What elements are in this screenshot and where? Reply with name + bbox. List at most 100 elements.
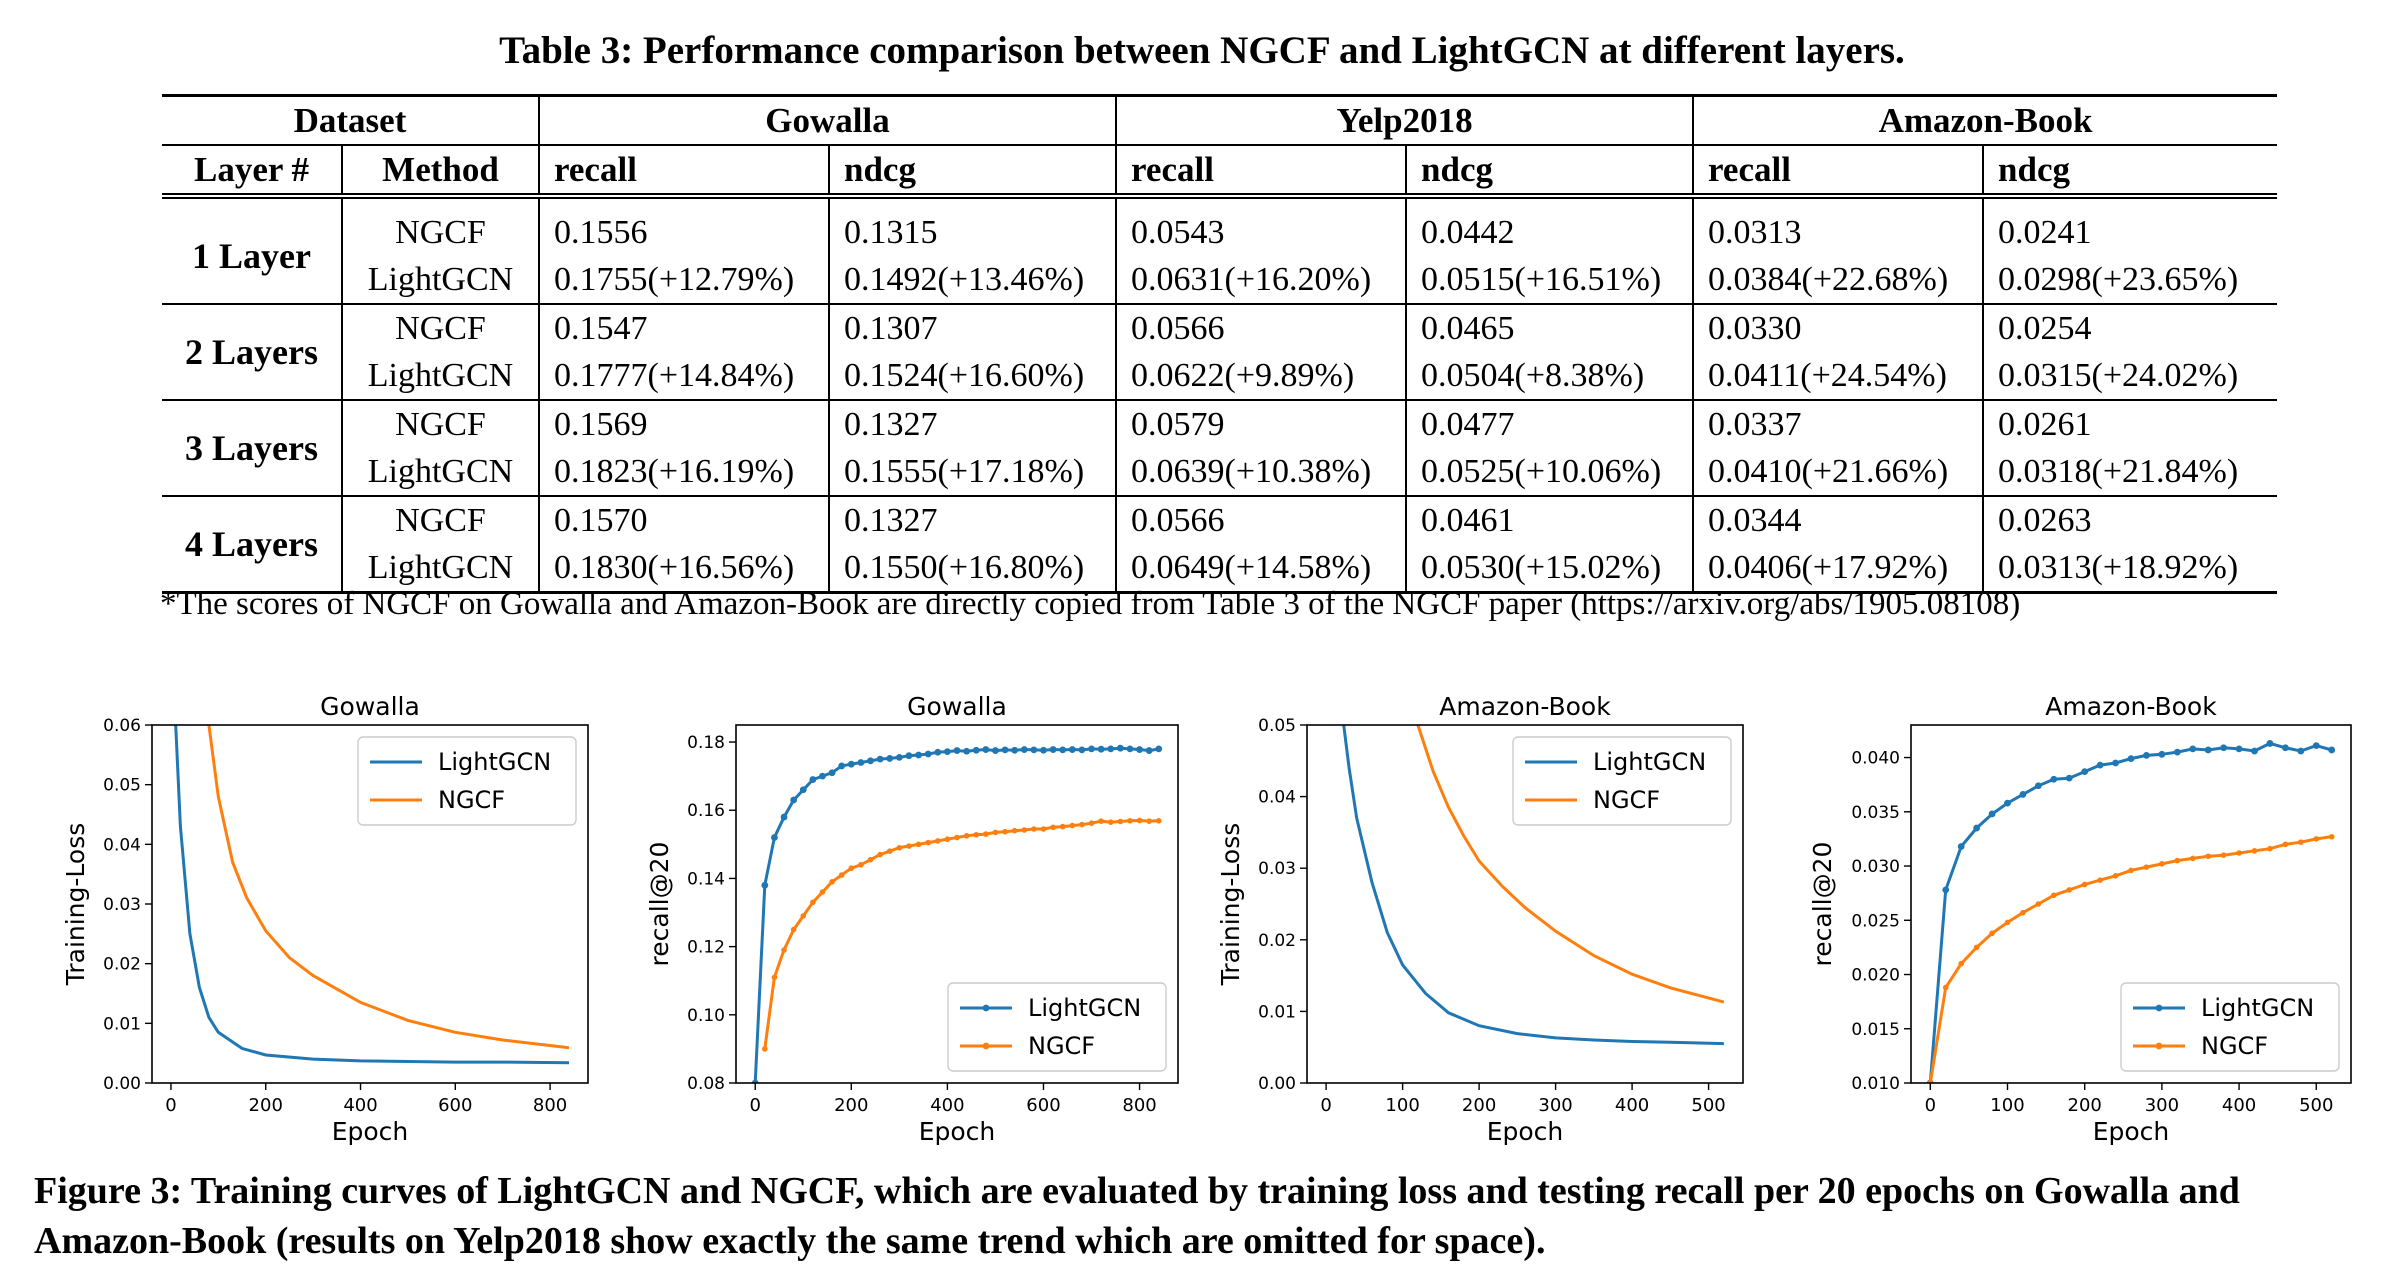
legend: LightGCN NGCF	[1512, 736, 1732, 826]
data-point	[886, 755, 894, 762]
y-tick-label: 0.03	[1258, 859, 1296, 879]
x-tick-label: 0	[1320, 1095, 1331, 1116]
value-cell: 0.1492(+13.46%)	[827, 256, 1117, 305]
legend-label: LightGCN	[1593, 748, 1706, 776]
axes-frame	[1910, 724, 2352, 1084]
data-point	[963, 747, 971, 755]
value-cell: 0.0337	[1692, 400, 1984, 448]
metric-header: ndcg	[1405, 145, 1694, 199]
value-cell: 0.0406(+17.92%)	[1692, 544, 1984, 594]
data-point	[1136, 746, 1143, 753]
data-point	[2236, 850, 2242, 856]
y-tick-label: 0.00	[103, 1074, 141, 1094]
data-point	[790, 926, 797, 933]
value-cell: 0.0566	[1115, 496, 1407, 544]
method-cell: NGCF	[341, 400, 539, 448]
value-cell: 0.0579	[1115, 400, 1407, 448]
value-cell: 0.0442	[1405, 209, 1694, 256]
data-point	[2034, 782, 2042, 790]
data-point	[876, 755, 884, 763]
y-tick-label: 0.040	[1851, 749, 1900, 769]
legend-label: NGCF	[1028, 1032, 1095, 1060]
data-point	[819, 889, 826, 895]
data-point	[829, 879, 835, 885]
x-tick-label: 100	[1385, 1095, 1419, 1116]
legend-marker	[2155, 1042, 2163, 1050]
table-row: LightGCN 0.1755(+12.79%) 0.1492(+13.46%) 0.…	[162, 256, 2278, 305]
value-cell: 0.0384(+22.68%)	[1692, 256, 1984, 305]
value-cell: 0.0315(+24.02%)	[1982, 352, 2278, 401]
x-axis-label: Epoch	[919, 1117, 996, 1146]
value-cell: 0.0241	[1982, 209, 2278, 256]
plot-area	[751, 744, 1163, 1083]
value-cell: 0.0515(+16.51%)	[1405, 256, 1694, 305]
value-cell: 0.1777(+14.84%)	[538, 352, 829, 401]
chart-amazon-loss: Amazon-Book 0 100 200 300 400 500 0.00 0.01 0.02 0…	[1216, 692, 1744, 1146]
data-point	[1011, 746, 1019, 754]
data-point	[925, 839, 931, 846]
data-point	[1049, 746, 1057, 753]
chart-gowalla-recall: Gowalla 0 200 400 600 800 0.08 0.10 0.12 0.14 0.16…	[645, 692, 1179, 1146]
data-point	[915, 751, 922, 759]
data-point	[2051, 892, 2057, 899]
value-cell: 0.0344	[1692, 496, 1984, 544]
data-point	[1040, 746, 1047, 754]
legend-marker	[2155, 1004, 2163, 1012]
x-tick-label: 200	[2068, 1095, 2102, 1116]
method-cell: LightGCN	[341, 544, 539, 594]
value-cell: 0.1570	[538, 496, 829, 544]
data-point	[915, 841, 922, 848]
data-point	[1107, 819, 1114, 825]
data-point	[781, 947, 787, 953]
method-header: Method	[341, 145, 539, 199]
axes-frame	[735, 724, 1179, 1084]
chart-gowalla-loss: Gowalla 0 200 400 600 800 0.00 0.01 0.02 0.03 0.04…	[61, 692, 589, 1146]
data-point	[762, 1046, 768, 1052]
data-point	[2328, 833, 2335, 840]
group-header: Gowalla	[537, 94, 1117, 146]
y-tick-label: 0.015	[1851, 1020, 1900, 1040]
value-cell: 0.0254	[1982, 304, 2278, 352]
plot-area	[174, 725, 570, 1065]
table-row: 4 Layers NGCF 0.1570 0.1327 0.0566 0.0461 0.03…	[162, 496, 2278, 594]
data-point	[2298, 839, 2304, 845]
legend-marker	[982, 1042, 990, 1050]
data-point	[1069, 822, 1076, 829]
data-point	[972, 746, 980, 754]
y-tick-label: 0.12	[687, 938, 725, 958]
data-point	[1136, 817, 1143, 824]
data-point	[761, 881, 769, 889]
data-point	[2065, 774, 2073, 782]
data-point	[2266, 740, 2274, 747]
data-point	[2204, 746, 2212, 754]
value-cell: 0.1327	[827, 496, 1117, 544]
table-row: LightGCN 0.1777(+14.84%) 0.1524(+16.60%) 0.…	[162, 352, 2278, 401]
data-point	[1002, 828, 1008, 835]
data-point	[1155, 745, 1163, 753]
data-point	[1117, 818, 1124, 825]
data-point	[2313, 836, 2320, 842]
value-cell: 0.0639(+10.38%)	[1115, 448, 1407, 497]
table-footnote: *The scores of NGCF on Gowalla and Amazo…	[160, 586, 2021, 622]
data-point	[944, 836, 951, 843]
series-line-lightgcn	[1342, 725, 1724, 1046]
data-point	[858, 861, 864, 868]
y-tick-label: 0.08	[687, 1074, 725, 1094]
data-point	[934, 748, 942, 756]
value-cell: 0.0622(+9.89%)	[1115, 352, 1407, 401]
value-cell: 0.0504(+8.38%)	[1405, 352, 1694, 401]
data-point	[838, 762, 846, 770]
y-axis-label: recall@20	[1808, 842, 1837, 967]
value-cell: 0.0318(+21.84%)	[1982, 448, 2278, 497]
table-caption: Table 3: Performance comparison between …	[499, 29, 1905, 72]
table-row: 1 Layer NGCF 0.1556 0.1315 0.0543 0.0442 0.031…	[162, 209, 2278, 305]
value-cell: 0.1524(+16.60%)	[827, 352, 1117, 401]
data-point	[896, 844, 903, 851]
value-cell: 0.0263	[1982, 496, 2278, 544]
y-tick-label: 0.04	[1258, 788, 1296, 808]
legend-marker	[982, 1004, 990, 1012]
legend-label: NGCF	[2201, 1032, 2268, 1060]
value-cell: 0.0261	[1982, 400, 2278, 448]
value-cell: 0.1550(+16.80%)	[827, 544, 1117, 594]
x-tick-label: 300	[1538, 1095, 1572, 1116]
